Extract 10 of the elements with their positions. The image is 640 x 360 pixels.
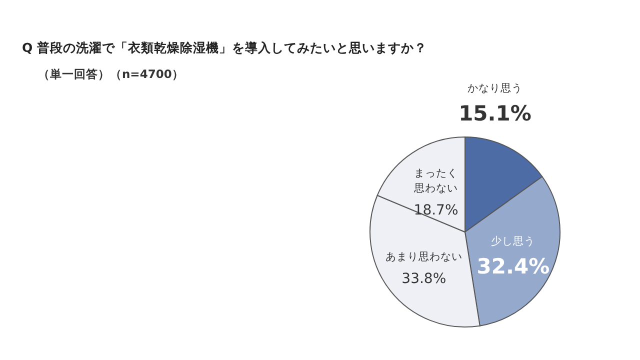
data-label: 32.4% (476, 254, 550, 279)
slice-label: 少し思う (491, 234, 536, 248)
data-label: 18.7% (414, 202, 458, 219)
slice-label: まったく思わない (413, 168, 458, 195)
slice-label: あまり思わない (385, 250, 462, 263)
slice-label: かなり思う (468, 82, 522, 94)
data-label: 33.8% (402, 270, 446, 287)
text: （単一回答）（n=4700） (38, 67, 184, 81)
text: Q 普段の洗濯で「衣類乾燥除湿機」を導入してみたいと思いますか？ (22, 40, 427, 55)
data-label: 15.1% (458, 102, 532, 126)
